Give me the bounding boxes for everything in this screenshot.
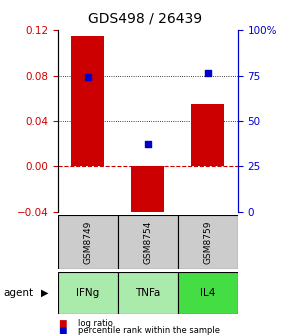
Point xyxy=(206,71,210,76)
Text: log ratio: log ratio xyxy=(78,319,113,328)
Bar xyxy=(191,104,224,166)
Text: GSM8759: GSM8759 xyxy=(203,220,212,264)
Bar xyxy=(118,272,178,314)
Text: TNFa: TNFa xyxy=(135,288,161,298)
Text: ■: ■ xyxy=(58,326,66,335)
Bar xyxy=(178,215,238,269)
Text: GSM8754: GSM8754 xyxy=(143,220,153,264)
Bar xyxy=(131,166,164,221)
Bar xyxy=(118,215,178,269)
Text: ■: ■ xyxy=(58,319,66,328)
Text: GSM8749: GSM8749 xyxy=(84,220,93,264)
Point xyxy=(86,74,90,79)
Bar xyxy=(178,272,238,314)
Text: percentile rank within the sample: percentile rank within the sample xyxy=(78,326,220,335)
Text: GDS498 / 26439: GDS498 / 26439 xyxy=(88,11,202,26)
Bar xyxy=(58,272,118,314)
Point xyxy=(146,141,150,146)
Text: IL4: IL4 xyxy=(200,288,215,298)
Text: ▶: ▶ xyxy=(41,288,49,298)
Text: agent: agent xyxy=(3,288,33,298)
Bar xyxy=(71,36,104,166)
Bar xyxy=(58,215,118,269)
Text: IFNg: IFNg xyxy=(76,288,99,298)
